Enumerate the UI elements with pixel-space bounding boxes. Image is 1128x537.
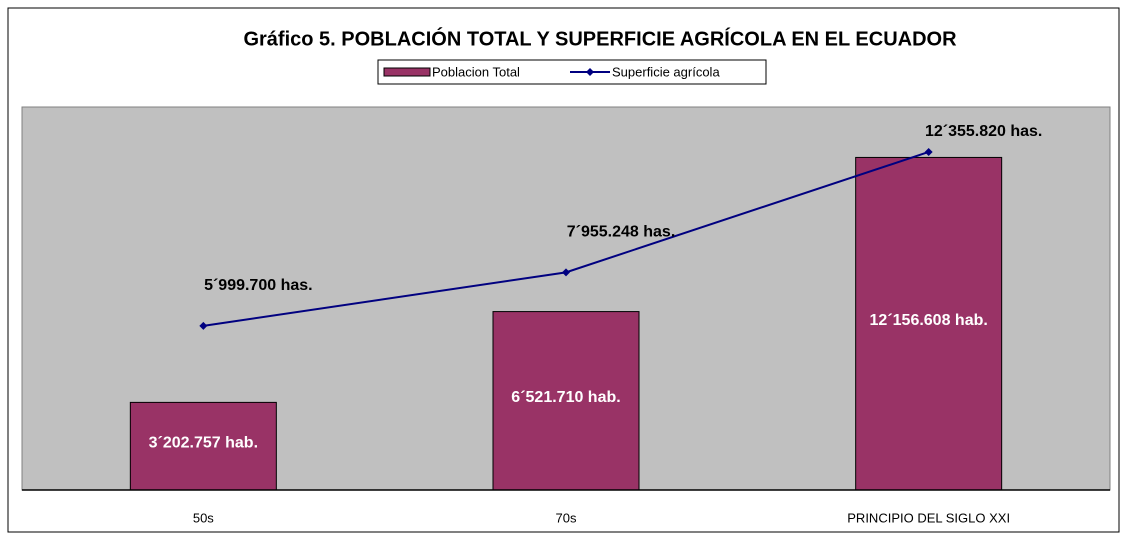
legend-swatch	[383, 67, 431, 77]
bar	[855, 156, 1003, 491]
bar	[129, 401, 277, 491]
legend-label: Superficie agrícola	[612, 64, 720, 79]
data-label: 12´156.608 hab.	[870, 312, 988, 329]
data-label: 3´202.757 hab.	[149, 434, 258, 451]
data-label: 7´955.248 has.	[567, 224, 676, 241]
data-label: 12´355.820 has.	[925, 123, 1042, 140]
x-tick-label: 50s	[193, 510, 214, 525]
chart-title: Gráfico 5. POBLACIÓN TOTAL Y SUPERFICIE …	[243, 26, 957, 50]
legend-label: Poblacion Total	[432, 64, 520, 79]
bar	[492, 311, 640, 491]
x-tick-label: 70s	[556, 510, 577, 525]
line-marker	[924, 147, 933, 156]
legend-marker	[586, 68, 594, 76]
line-marker	[199, 321, 208, 330]
x-tick-label: PRINCIPIO DEL SIGLO XXI	[847, 510, 1010, 525]
line-marker	[562, 268, 570, 277]
data-label: 5´999.700 has.	[204, 277, 313, 294]
data-label: 6´521.710 hab.	[511, 389, 620, 406]
